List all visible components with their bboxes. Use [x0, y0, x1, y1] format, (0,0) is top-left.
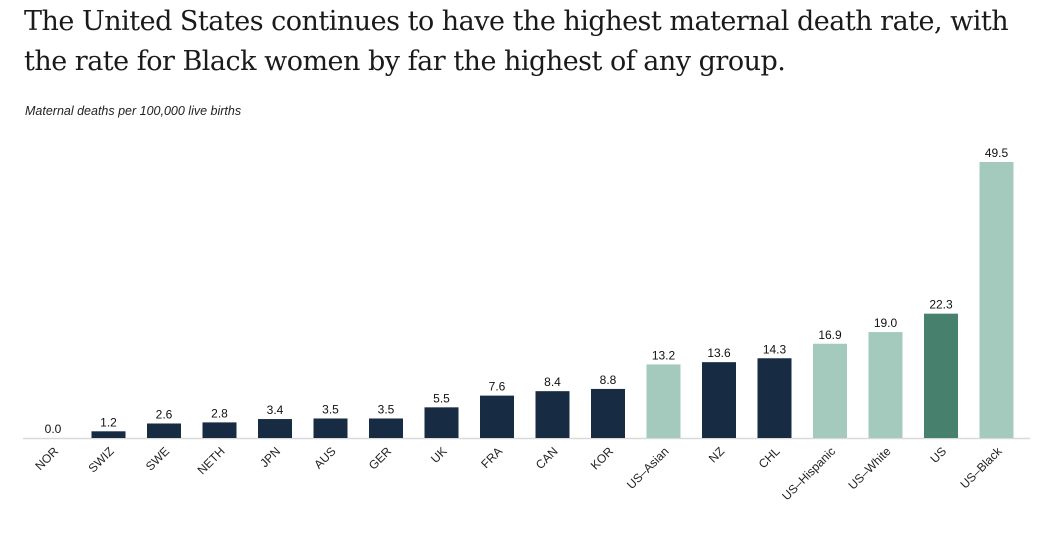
bar-US–Hispanic [813, 343, 847, 438]
x-tick-label: SWIZ [86, 444, 117, 475]
bar-NETH [202, 422, 237, 438]
data-label: 0.0 [45, 422, 62, 436]
data-label: 14.3 [763, 342, 787, 356]
x-tick-label: US–Asian [624, 444, 672, 492]
bar-SWIZ [91, 431, 126, 438]
bar-UK [424, 407, 459, 438]
data-label: 49.5 [985, 146, 1009, 160]
bar-US–Asian [646, 364, 681, 438]
data-label: 13.2 [652, 348, 676, 362]
bar-US [924, 313, 958, 438]
x-tick-label: SWE [143, 444, 172, 473]
data-label: 2.8 [211, 406, 228, 420]
bar-CAN [535, 391, 570, 438]
data-label: 8.4 [544, 375, 561, 389]
data-label: 3.4 [267, 403, 284, 417]
bar-NZ [702, 362, 736, 438]
data-label: 2.6 [156, 408, 173, 422]
data-label: 22.3 [929, 298, 953, 312]
x-tick-label: UK [428, 444, 450, 466]
data-label: 3.5 [322, 402, 339, 416]
bar-SWE [147, 423, 181, 438]
bar-US–White [868, 332, 903, 438]
y-axis-label: Maternal deaths per 100,000 live births [25, 104, 242, 118]
bar-AUS [313, 418, 348, 438]
data-label: 1.2 [100, 415, 117, 429]
x-tick-label: NOR [32, 444, 61, 473]
x-tick-label: US–White [846, 444, 894, 492]
x-tick-label: KOR [588, 444, 617, 473]
data-label: 3.5 [378, 402, 395, 416]
x-tick-label: GER [366, 444, 395, 473]
data-label: 16.9 [818, 328, 842, 342]
x-tick-label: NZ [706, 444, 727, 465]
data-label: 19.0 [874, 316, 898, 330]
x-tick-label: JPN [257, 444, 283, 470]
x-tick-label: US–Hispanic [779, 444, 838, 503]
chart-title: The United States continues to have the … [24, 6, 1009, 77]
x-tick-label: US [927, 444, 949, 466]
bar-FRA [480, 395, 514, 438]
data-label: 8.8 [600, 373, 617, 387]
x-tick-label: FRA [478, 444, 505, 471]
data-label: 7.6 [489, 380, 506, 394]
x-tick-label: CHL [756, 444, 783, 471]
bar-US–Black [979, 162, 1014, 438]
x-tick-label: AUS [311, 444, 338, 471]
bar-GER [369, 418, 403, 438]
x-tick-label: NETH [195, 444, 228, 477]
x-tick-label: CAN [533, 444, 561, 472]
x-tick-label: US–Black [957, 444, 1005, 492]
data-label: 13.6 [707, 346, 731, 360]
data-label: 5.5 [433, 391, 450, 405]
bar-KOR [591, 388, 625, 438]
bar-JPN [258, 419, 292, 438]
bar-CHL [757, 358, 792, 438]
